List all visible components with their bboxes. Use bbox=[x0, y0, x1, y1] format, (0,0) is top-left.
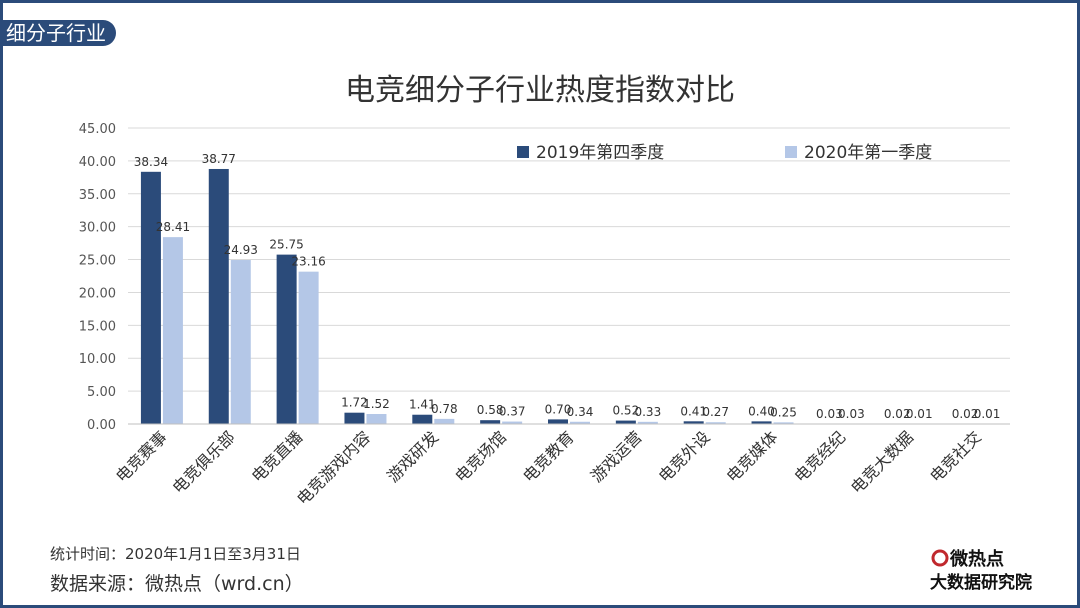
bars bbox=[140, 168, 998, 424]
data-label: 0.01 bbox=[974, 407, 1001, 421]
data-label: 28.41 bbox=[156, 220, 190, 234]
bar-q1-2020 bbox=[434, 418, 455, 424]
legend: 2019年第四季度 2020年第一季度 bbox=[517, 143, 932, 163]
data-label: 0.27 bbox=[702, 405, 729, 419]
brand-logo: 微热点 大数据研究院 bbox=[930, 546, 1050, 598]
data-label: 25.75 bbox=[269, 238, 303, 252]
data-label: 24.93 bbox=[224, 243, 258, 257]
bar-q1-2020 bbox=[502, 421, 523, 424]
section-tag: 细分子行业 bbox=[0, 20, 116, 46]
y-tick-label: 25.00 bbox=[79, 254, 116, 269]
bar-q1-2020 bbox=[298, 271, 319, 424]
bar-q4-2019 bbox=[140, 171, 161, 424]
x-tick-label: 电竞俱乐部 bbox=[169, 427, 239, 497]
logo-line2: 大数据研究院 bbox=[930, 572, 1032, 593]
data-label: 0.41 bbox=[680, 404, 707, 418]
data-label: 0.37 bbox=[499, 405, 526, 419]
chart-title: 电竞细分子行业热度指数对比 bbox=[345, 73, 735, 108]
x-tick-label: 游戏运营 bbox=[587, 427, 646, 486]
x-tick-label: 电竞直播 bbox=[248, 427, 307, 486]
bar-q1-2020 bbox=[366, 414, 387, 424]
x-tick-label: 电竞外设 bbox=[655, 427, 714, 486]
bar-q4-2019 bbox=[276, 254, 297, 424]
y-tick-label: 5.00 bbox=[87, 385, 116, 400]
x-tick-label: 电竞大数据 bbox=[847, 427, 917, 497]
y-tick-label: 40.00 bbox=[79, 155, 116, 170]
x-tick-label: 电竞教育 bbox=[519, 427, 578, 486]
logo-line1: 微热点 bbox=[949, 548, 1004, 570]
x-tick-label: 电竞社交 bbox=[926, 427, 985, 486]
data-label: 0.03 bbox=[816, 407, 843, 421]
data-label: 0.78 bbox=[431, 402, 458, 416]
y-tick-label: 15.00 bbox=[79, 319, 116, 334]
bar-q1-2020 bbox=[637, 421, 658, 424]
legend-label-2019q4: 2019年第四季度 bbox=[536, 143, 664, 163]
logo-mark-icon bbox=[931, 549, 949, 567]
data-label: 0.33 bbox=[634, 405, 661, 419]
data-label: 0.02 bbox=[952, 407, 979, 421]
bar-q4-2019 bbox=[751, 421, 772, 424]
data-label: 0.02 bbox=[884, 407, 911, 421]
x-tick-label: 电竞场馆 bbox=[451, 427, 510, 486]
y-tick-label: 30.00 bbox=[79, 221, 116, 236]
legend-swatch-2019q4 bbox=[517, 146, 529, 158]
bar-q4-2019 bbox=[615, 420, 636, 424]
x-tick-label: 游戏研发 bbox=[383, 427, 442, 486]
data-label: 0.25 bbox=[770, 405, 797, 419]
data-label: 38.34 bbox=[134, 155, 168, 169]
value-labels: 38.34 28.41 38.77 24.93 25.75 23.16 1.721.52 1.… bbox=[134, 152, 1001, 421]
bar-q4-2019 bbox=[344, 412, 365, 424]
data-label: 0.58 bbox=[477, 403, 504, 417]
bar-q4-2019 bbox=[208, 168, 229, 424]
data-label: 1.52 bbox=[363, 397, 390, 411]
bar-q4-2019 bbox=[548, 419, 568, 424]
bar-q4-2019 bbox=[412, 414, 433, 424]
bar-q4-2019 bbox=[683, 421, 704, 424]
y-tick-label: 20.00 bbox=[79, 286, 116, 301]
data-label: 1.72 bbox=[341, 396, 368, 410]
data-label: 23.16 bbox=[291, 255, 325, 269]
bar-q1-2020 bbox=[705, 422, 726, 424]
bar-q1-2020 bbox=[773, 422, 794, 424]
data-label: 0.01 bbox=[906, 407, 933, 421]
data-label: 1.41 bbox=[409, 398, 436, 412]
data-label: 0.52 bbox=[612, 404, 639, 418]
data-source-note: 数据来源：微热点（wrd.cn） bbox=[50, 573, 304, 595]
data-label: 0.70 bbox=[545, 402, 572, 416]
bar-q1-2020 bbox=[230, 260, 251, 424]
y-tick-label: 35.00 bbox=[79, 188, 116, 203]
stat-time-note: 统计时间：2020年1月1日至3月31日 bbox=[50, 545, 301, 563]
data-label: 38.77 bbox=[202, 152, 236, 166]
y-tick-label: 10.00 bbox=[79, 352, 116, 367]
legend-swatch-2020q1 bbox=[785, 146, 797, 158]
y-tick-label: 0.00 bbox=[87, 418, 116, 433]
x-tick-label: 电竞经纪 bbox=[791, 427, 850, 486]
gridlines bbox=[128, 127, 1010, 392]
y-tick-label: 45.00 bbox=[79, 122, 116, 137]
bar-q1-2020 bbox=[162, 237, 183, 424]
x-tick-label: 电竞媒体 bbox=[723, 427, 782, 486]
data-label: 0.40 bbox=[748, 404, 775, 418]
data-label: 0.03 bbox=[838, 407, 865, 421]
bar-q4-2019 bbox=[480, 420, 501, 424]
x-tick-label: 电竞赛事 bbox=[112, 427, 171, 486]
legend-label-2020q1: 2020年第一季度 bbox=[804, 143, 932, 163]
data-label: 0.34 bbox=[567, 405, 594, 419]
bar-q1-2020 bbox=[570, 421, 590, 424]
